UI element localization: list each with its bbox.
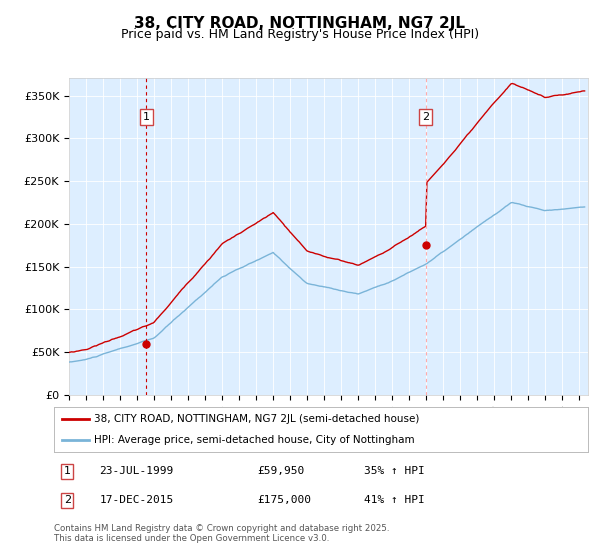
Text: £175,000: £175,000 (257, 496, 311, 505)
Text: 1: 1 (64, 466, 71, 476)
Text: 41% ↑ HPI: 41% ↑ HPI (364, 496, 424, 505)
Text: 23-JUL-1999: 23-JUL-1999 (100, 466, 173, 476)
Text: 2: 2 (422, 112, 429, 122)
Text: 35% ↑ HPI: 35% ↑ HPI (364, 466, 424, 476)
Text: 2: 2 (64, 496, 71, 505)
Text: 1: 1 (143, 112, 150, 122)
Text: Price paid vs. HM Land Registry's House Price Index (HPI): Price paid vs. HM Land Registry's House … (121, 28, 479, 41)
Text: 38, CITY ROAD, NOTTINGHAM, NG7 2JL (semi-detached house): 38, CITY ROAD, NOTTINGHAM, NG7 2JL (semi… (94, 414, 419, 424)
Text: 17-DEC-2015: 17-DEC-2015 (100, 496, 173, 505)
Text: Contains HM Land Registry data © Crown copyright and database right 2025.
This d: Contains HM Land Registry data © Crown c… (54, 524, 389, 543)
Text: HPI: Average price, semi-detached house, City of Nottingham: HPI: Average price, semi-detached house,… (94, 435, 415, 445)
Text: 38, CITY ROAD, NOTTINGHAM, NG7 2JL: 38, CITY ROAD, NOTTINGHAM, NG7 2JL (134, 16, 466, 31)
Text: £59,950: £59,950 (257, 466, 304, 476)
